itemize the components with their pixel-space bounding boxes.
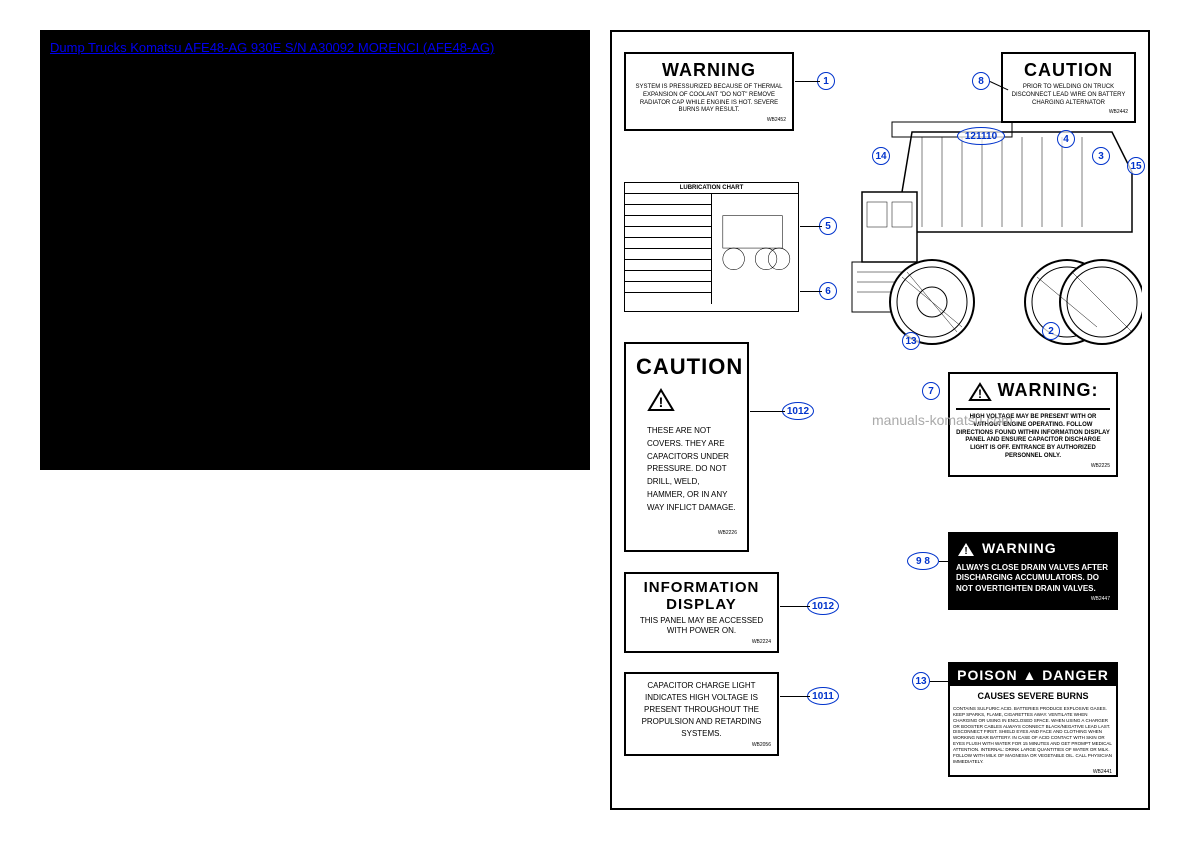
- plate-text: SYSTEM IS PRESSURIZED BECAUSE OF THERMAL…: [632, 84, 786, 115]
- plate-caution-capacitors: CAUTION ! THESE ARE NOT COVERS. THEY ARE…: [624, 342, 749, 552]
- plate-title: POISON ▲ DANGER: [950, 664, 1116, 686]
- warning-triangle-icon: !: [968, 382, 992, 402]
- plate-title: WARNING:: [998, 380, 1099, 401]
- warning-triangle-icon: !: [647, 388, 675, 412]
- diagram-panel: WARNING SYSTEM IS PRESSURIZED BECAUSE OF…: [610, 30, 1150, 810]
- plate-poison-danger: POISON ▲ DANGER CAUSES SEVERE BURNS CONT…: [948, 662, 1118, 777]
- callout-2: 2: [1042, 322, 1060, 340]
- breadcrumb-brand[interactable]: Komatsu: [130, 40, 181, 55]
- left-panel: Dump Trucks Komatsu AFE48-AG 930E S/N A3…: [40, 30, 590, 470]
- plate-subtitle: CAUSES SEVERE BURNS: [950, 689, 1116, 703]
- callout-15: 15: [1127, 157, 1145, 175]
- arrow-down-icon: [636, 388, 639, 528]
- svg-text:!: !: [659, 394, 664, 410]
- callout-10-12: 1012: [782, 402, 814, 420]
- callout-10-11: 1011: [807, 687, 839, 705]
- callout-3: 3: [1092, 147, 1110, 165]
- callout-12-11-10: 121110: [957, 127, 1005, 145]
- callout-8: 8: [972, 72, 990, 90]
- breadcrumb-model[interactable]: AFE48-AG 930E S/N A30092 MORENCI (AFE48-…: [184, 40, 494, 55]
- plate-title: WARNING: [632, 60, 786, 81]
- plate-text: CONTAINS SULFURIC ACID. BATTERIES PRODUC…: [950, 703, 1116, 767]
- svg-text:!: !: [978, 387, 982, 401]
- plate-title: CAUTION: [1009, 60, 1128, 81]
- callout-10-12: 1012: [807, 597, 839, 615]
- callout-14: 14: [872, 147, 890, 165]
- plate-text: CAPACITOR CHARGE LIGHT INDICATES HIGH VO…: [632, 680, 771, 740]
- plate-title: INFORMATION DISPLAY: [632, 580, 771, 613]
- svg-text:!: !: [964, 546, 967, 557]
- plate-code: WB2452: [632, 117, 786, 123]
- plate-warning-pressurized: WARNING SYSTEM IS PRESSURIZED BECAUSE OF…: [624, 52, 794, 131]
- lube-truck-icon: [712, 194, 799, 302]
- plate-title: WARNING: [982, 540, 1057, 556]
- plate-info-display: INFORMATION DISPLAY THIS PANEL MAY BE AC…: [624, 572, 779, 653]
- plate-code: WB2226: [636, 530, 737, 536]
- callout-7: 7: [922, 382, 940, 400]
- breadcrumb[interactable]: Dump Trucks Komatsu AFE48-AG 930E S/N A3…: [50, 40, 580, 55]
- plate-warning-drain: ! WARNING ALWAYS CLOSE DRAIN VALVES AFTE…: [948, 532, 1118, 610]
- plate-code: WB2447: [956, 596, 1110, 602]
- plate-text: THESE ARE NOT COVERS. THEY ARE CAPACITOR…: [647, 425, 737, 515]
- plate-text: ALWAYS CLOSE DRAIN VALVES AFTER DISCHARG…: [956, 563, 1110, 594]
- callout-4: 4: [1057, 130, 1075, 148]
- plate-code: WB2441: [950, 769, 1116, 775]
- callout-13: 13: [902, 332, 920, 350]
- plate-code: WB2225: [956, 463, 1110, 469]
- watermark: manuals-komatsu.com: [872, 412, 1013, 428]
- lube-chart-title: LUBRICATION CHART: [625, 183, 798, 194]
- plate-text: THIS PANEL MAY BE ACCESSED WITH POWER ON…: [632, 616, 771, 637]
- plate-title: CAUTION: [636, 354, 737, 380]
- breadcrumb-category[interactable]: Dump Trucks: [50, 40, 127, 55]
- plate-code: WB2224: [632, 639, 771, 645]
- plate-capacitor-charge: CAPACITOR CHARGE LIGHT INDICATES HIGH VO…: [624, 672, 779, 756]
- lubrication-chart: LUBRICATION CHART: [624, 182, 799, 312]
- warning-triangle-icon: !: [956, 541, 976, 558]
- callout-13: 13: [912, 672, 930, 690]
- callout-9-8: 9 8: [907, 552, 939, 570]
- plate-code: WB2056: [632, 742, 771, 748]
